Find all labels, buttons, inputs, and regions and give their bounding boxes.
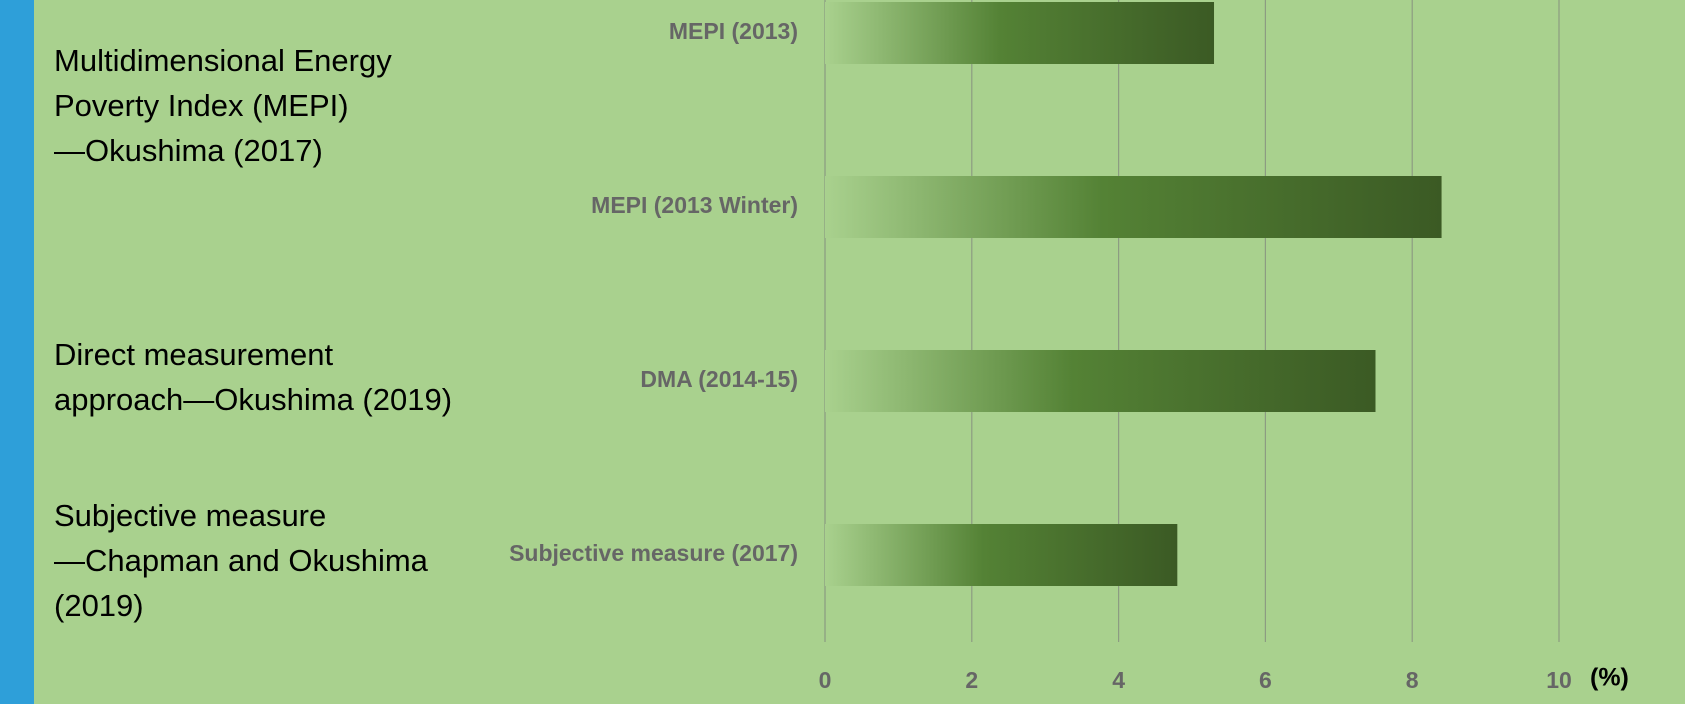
category-label: MEPI (2013) — [669, 18, 798, 44]
x-tick-label: 4 — [1112, 667, 1125, 693]
group-note: Subjective measure — [54, 498, 326, 533]
x-tick-label: 6 — [1259, 667, 1272, 693]
bar — [825, 176, 1442, 238]
side-strip — [0, 0, 34, 704]
x-tick-label: 8 — [1406, 667, 1419, 693]
x-tick-label: 0 — [819, 667, 832, 693]
group-note: Poverty Index (MEPI) — [54, 88, 349, 123]
group-note: Multidimensional Energy — [54, 43, 392, 78]
group-note: Direct measurement — [54, 337, 333, 372]
x-tick-label: 10 — [1546, 667, 1572, 693]
category-label: MEPI (2013 Winter) — [591, 192, 798, 218]
group-note: —Chapman and Okushima — [54, 543, 429, 578]
category-label: Subjective measure (2017) — [509, 540, 798, 566]
x-axis-unit: (%) — [1590, 664, 1629, 692]
bar — [825, 524, 1178, 586]
category-label: DMA (2014-15) — [640, 366, 798, 392]
bar — [825, 350, 1376, 412]
group-note: —Okushima (2017) — [54, 133, 323, 168]
group-note: (2019) — [54, 588, 144, 623]
x-tick-label: 2 — [965, 667, 978, 693]
bar — [825, 2, 1215, 64]
group-note: approach—Okushima (2019) — [54, 382, 452, 417]
